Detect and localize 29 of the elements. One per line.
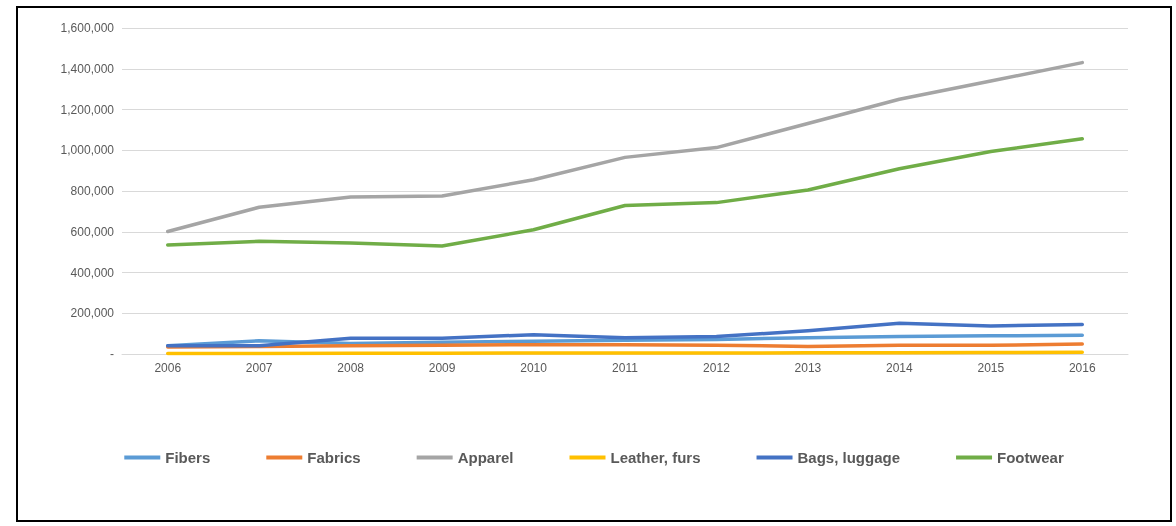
x-tick-label: 2015 <box>977 361 1005 375</box>
y-tick-label: 400,000 <box>70 265 115 280</box>
line-series <box>165 321 1085 348</box>
y-tick-label: - <box>110 347 114 361</box>
y-tick-label: 1,000,000 <box>60 143 115 158</box>
line-series <box>165 137 1085 248</box>
y-tick-label: 1,200,000 <box>60 102 115 117</box>
y-tick-label: 200,000 <box>70 306 115 321</box>
legend-label: Footwear <box>997 449 1064 466</box>
x-tick-label: 2006 <box>154 361 182 375</box>
x-tick-label: 2014 <box>886 361 914 375</box>
x-tick-label: 2010 <box>520 361 548 375</box>
line-series <box>165 60 1085 234</box>
y-tick-label: 1,600,000 <box>60 21 115 35</box>
legend-label: Leather, furs <box>610 449 701 466</box>
x-tick-label: 2016 <box>1068 361 1096 375</box>
y-tick-label: 1,400,000 <box>60 61 115 76</box>
legend-label: Apparel <box>457 449 514 466</box>
legend-label: Bags, luggage <box>797 449 901 466</box>
x-tick-label: 2009 <box>428 361 456 375</box>
x-tick-label: 2013 <box>794 361 822 375</box>
y-tick-label: 800,000 <box>70 184 115 198</box>
x-tick-label: 2007 <box>245 361 273 375</box>
x-tick-label: 2008 <box>337 361 365 375</box>
y-tick-label: 600,000 <box>70 224 115 239</box>
legend-label: Fabrics <box>307 449 361 466</box>
x-tick-label: 2011 <box>612 361 639 375</box>
x-tick-label: 2012 <box>703 361 731 375</box>
legend-label: Fibers <box>165 449 211 466</box>
